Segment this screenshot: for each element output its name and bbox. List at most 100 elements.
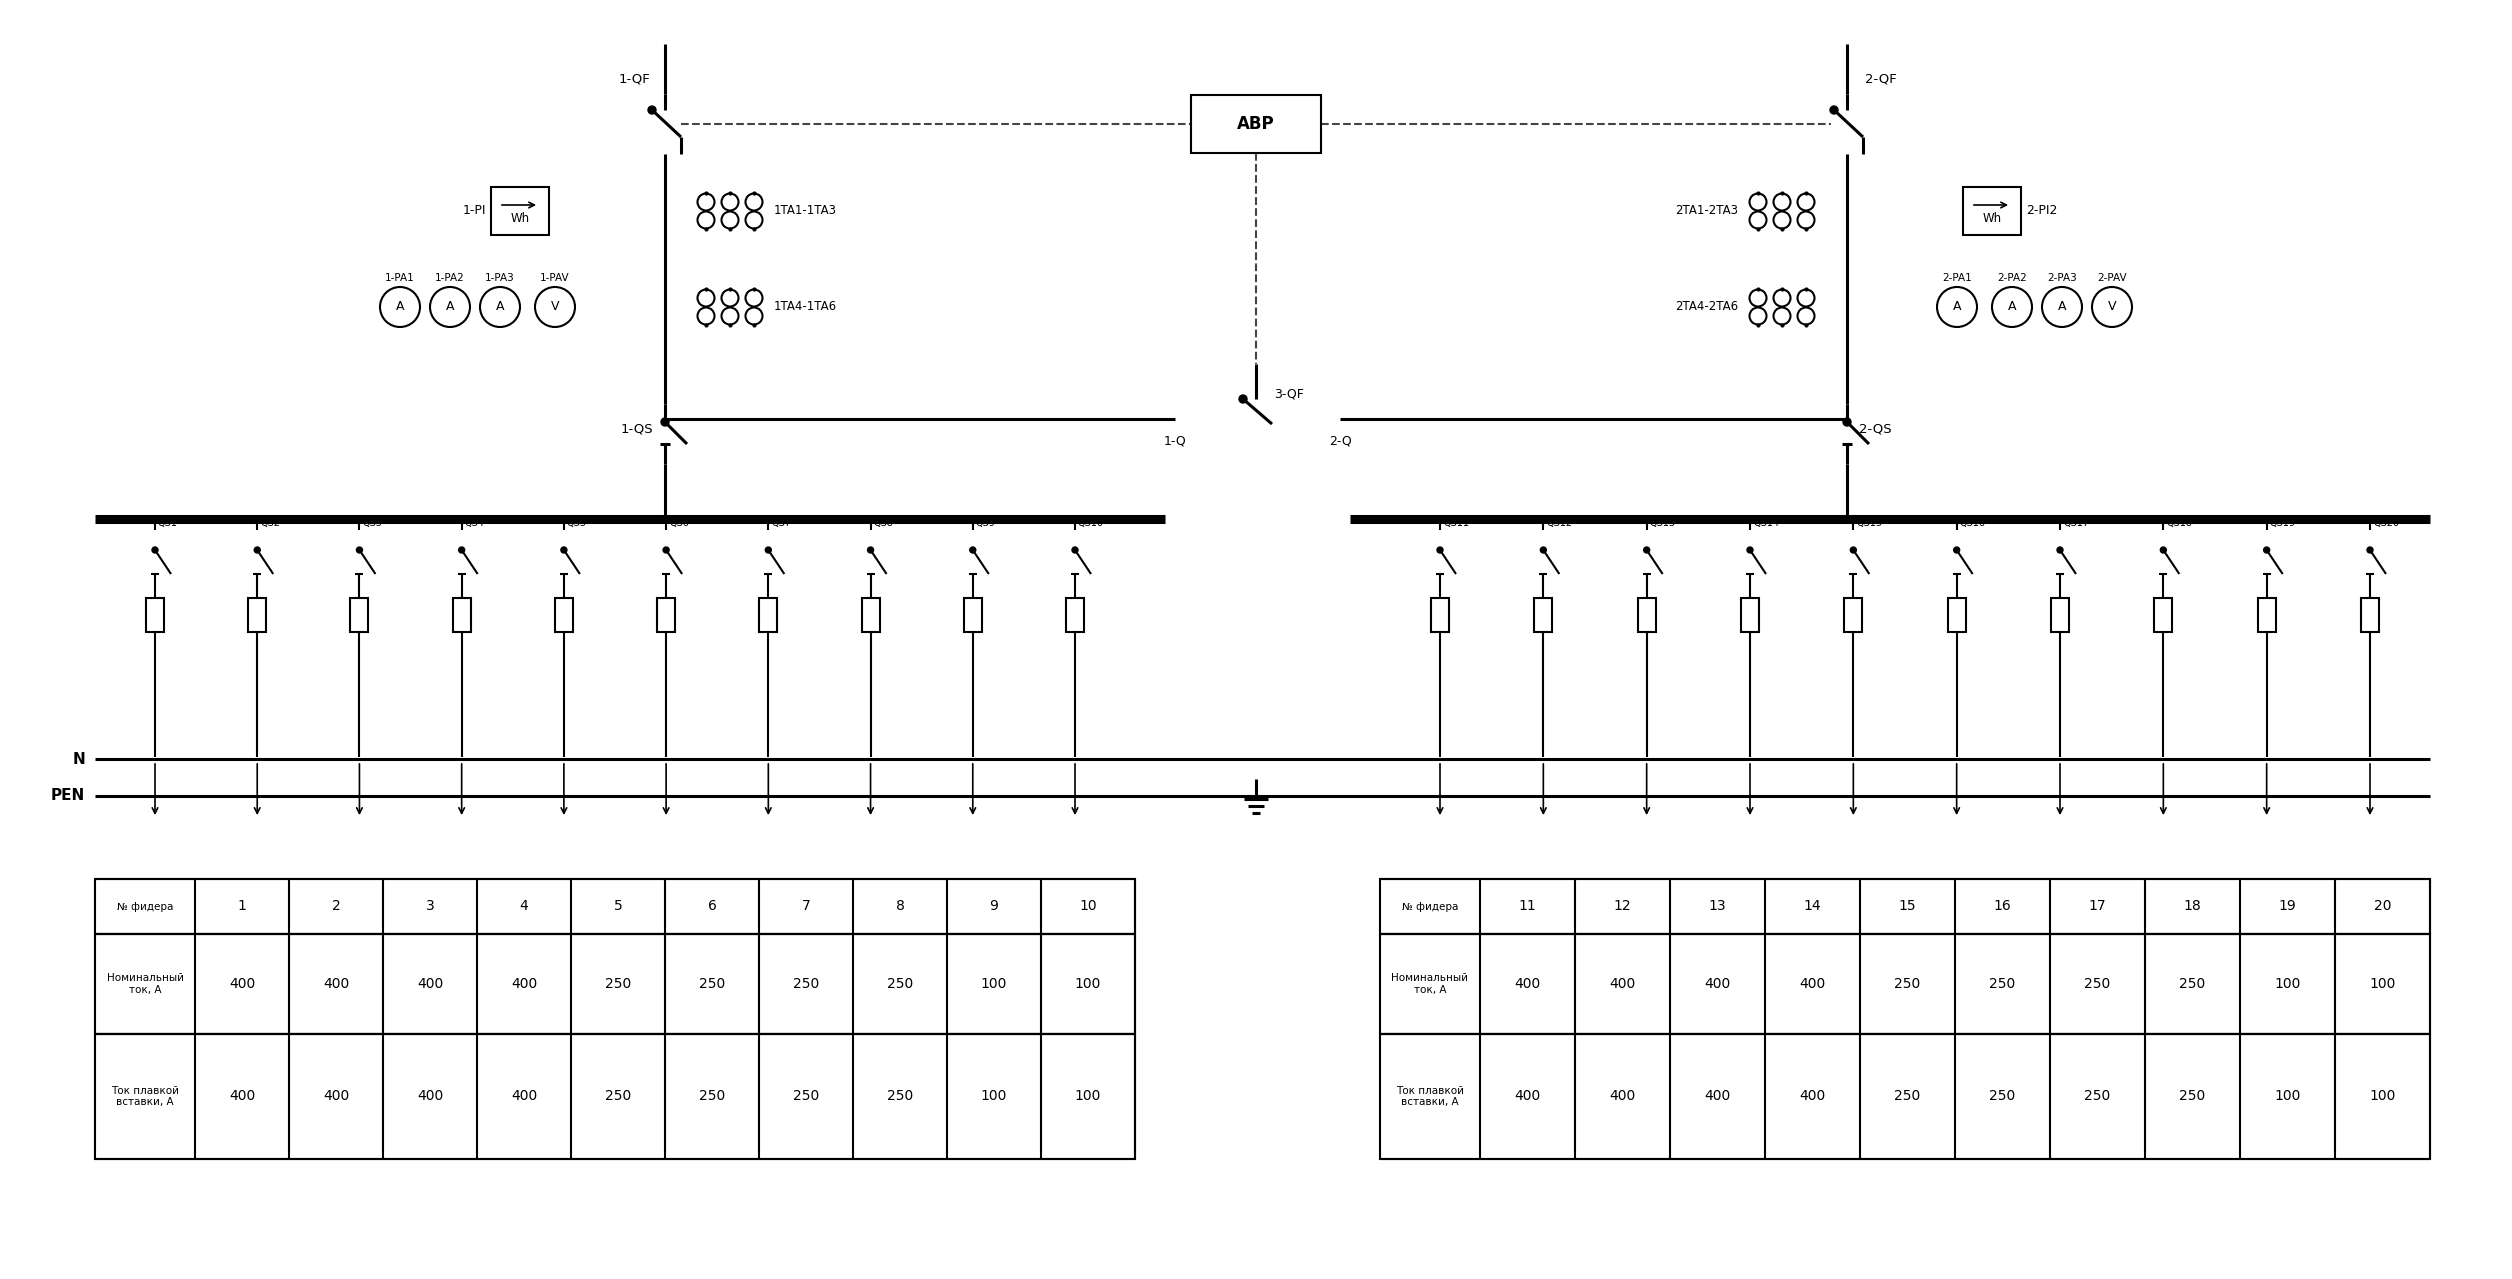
Text: 14: 14 — [1804, 899, 1821, 913]
Text: 400: 400 — [1799, 977, 1826, 991]
Text: V: V — [550, 301, 560, 313]
Text: QS19: QS19 — [2271, 518, 2296, 528]
Text: 2: 2 — [332, 899, 339, 913]
Bar — [1638, 599, 1655, 632]
Bar — [1065, 599, 1085, 632]
Circle shape — [357, 547, 362, 553]
Circle shape — [1540, 547, 1547, 553]
Text: N: N — [73, 752, 85, 766]
Text: QS15: QS15 — [1856, 518, 1881, 528]
Text: 2-PA1: 2-PA1 — [1942, 272, 1972, 283]
Bar — [1844, 599, 1861, 632]
Circle shape — [1073, 547, 1078, 553]
Text: 1-PA3: 1-PA3 — [485, 272, 515, 283]
Text: QS4: QS4 — [465, 518, 485, 528]
Text: 13: 13 — [1708, 899, 1726, 913]
Bar — [1741, 599, 1758, 632]
Circle shape — [153, 547, 158, 553]
Circle shape — [1954, 547, 1959, 553]
Circle shape — [1851, 547, 1856, 553]
Text: 2-PA2: 2-PA2 — [1997, 272, 2027, 283]
Text: Номинальный
ток, А: Номинальный ток, А — [106, 973, 183, 995]
Text: QS1: QS1 — [158, 518, 178, 528]
Text: 400: 400 — [417, 977, 442, 991]
Text: Номинальный
ток, А: Номинальный ток, А — [1392, 973, 1470, 995]
Text: 11: 11 — [1520, 899, 1537, 913]
Text: 400: 400 — [1703, 977, 1731, 991]
Text: 100: 100 — [2273, 1090, 2301, 1104]
Text: 2-PA3: 2-PA3 — [2047, 272, 2077, 283]
Text: 12: 12 — [1613, 899, 1630, 913]
Text: 400: 400 — [1799, 1090, 1826, 1104]
Text: № фидера: № фидера — [1402, 902, 1457, 912]
Text: 100: 100 — [2273, 977, 2301, 991]
Circle shape — [661, 418, 668, 426]
Text: A: A — [397, 301, 404, 313]
Circle shape — [460, 547, 465, 553]
Text: 250: 250 — [2180, 977, 2206, 991]
Circle shape — [1746, 547, 1753, 553]
Circle shape — [2057, 547, 2062, 553]
Bar — [249, 599, 266, 632]
Text: QS16: QS16 — [1959, 518, 1984, 528]
Text: 3: 3 — [425, 899, 435, 913]
Text: A: A — [445, 301, 455, 313]
Circle shape — [2366, 547, 2374, 553]
Text: 100: 100 — [1075, 1090, 1100, 1104]
Circle shape — [560, 547, 568, 553]
Text: 18: 18 — [2183, 899, 2201, 913]
Bar — [965, 599, 982, 632]
Text: 400: 400 — [417, 1090, 442, 1104]
Text: 250: 250 — [698, 1090, 726, 1104]
Text: V: V — [2108, 301, 2115, 313]
Bar — [95, 1033, 1135, 1159]
Text: 2-Q: 2-Q — [1329, 434, 1351, 446]
Bar — [2258, 599, 2276, 632]
Text: 1TA4-1TA6: 1TA4-1TA6 — [774, 301, 836, 313]
Text: 250: 250 — [2085, 977, 2110, 991]
Text: 400: 400 — [229, 977, 256, 991]
Text: 2-QF: 2-QF — [1864, 73, 1897, 86]
Text: 5: 5 — [613, 899, 623, 913]
Text: 400: 400 — [1703, 1090, 1731, 1104]
Bar — [452, 599, 470, 632]
Bar — [490, 187, 550, 235]
Text: 15: 15 — [1899, 899, 1917, 913]
Text: 9: 9 — [990, 899, 997, 913]
Text: ABP: ABP — [1238, 115, 1274, 133]
Text: QS9: QS9 — [975, 518, 995, 528]
Text: 250: 250 — [1894, 977, 1922, 991]
Text: 400: 400 — [510, 1090, 538, 1104]
Text: Wh: Wh — [510, 212, 530, 225]
Text: QS7: QS7 — [771, 518, 791, 528]
Circle shape — [1238, 395, 1246, 403]
Circle shape — [1643, 547, 1650, 553]
Text: 20: 20 — [2374, 899, 2391, 913]
Text: Wh: Wh — [1982, 212, 2002, 225]
Text: A: A — [495, 301, 505, 313]
Text: 400: 400 — [324, 977, 349, 991]
Circle shape — [2263, 547, 2271, 553]
Text: 1: 1 — [239, 899, 246, 913]
Text: 400: 400 — [1610, 977, 1635, 991]
Bar — [1191, 95, 1321, 153]
Circle shape — [867, 547, 874, 553]
Text: Ток плавкой
вставки, А: Ток плавкой вставки, А — [111, 1086, 178, 1108]
Text: 2-QS: 2-QS — [1859, 422, 1892, 436]
Circle shape — [2160, 547, 2165, 553]
Circle shape — [254, 547, 261, 553]
Text: A: A — [2007, 301, 2017, 313]
Text: 100: 100 — [2369, 977, 2396, 991]
Bar — [759, 599, 776, 632]
Text: 400: 400 — [1610, 1090, 1635, 1104]
Bar — [95, 934, 1135, 1033]
Bar — [2361, 599, 2379, 632]
Bar — [862, 599, 879, 632]
Text: 400: 400 — [510, 977, 538, 991]
Text: 250: 250 — [794, 1090, 819, 1104]
Bar — [1947, 599, 1967, 632]
Text: QS13: QS13 — [1650, 518, 1676, 528]
Text: 1-QS: 1-QS — [620, 422, 653, 436]
Bar — [1379, 1033, 2429, 1159]
Text: PEN: PEN — [50, 788, 85, 803]
